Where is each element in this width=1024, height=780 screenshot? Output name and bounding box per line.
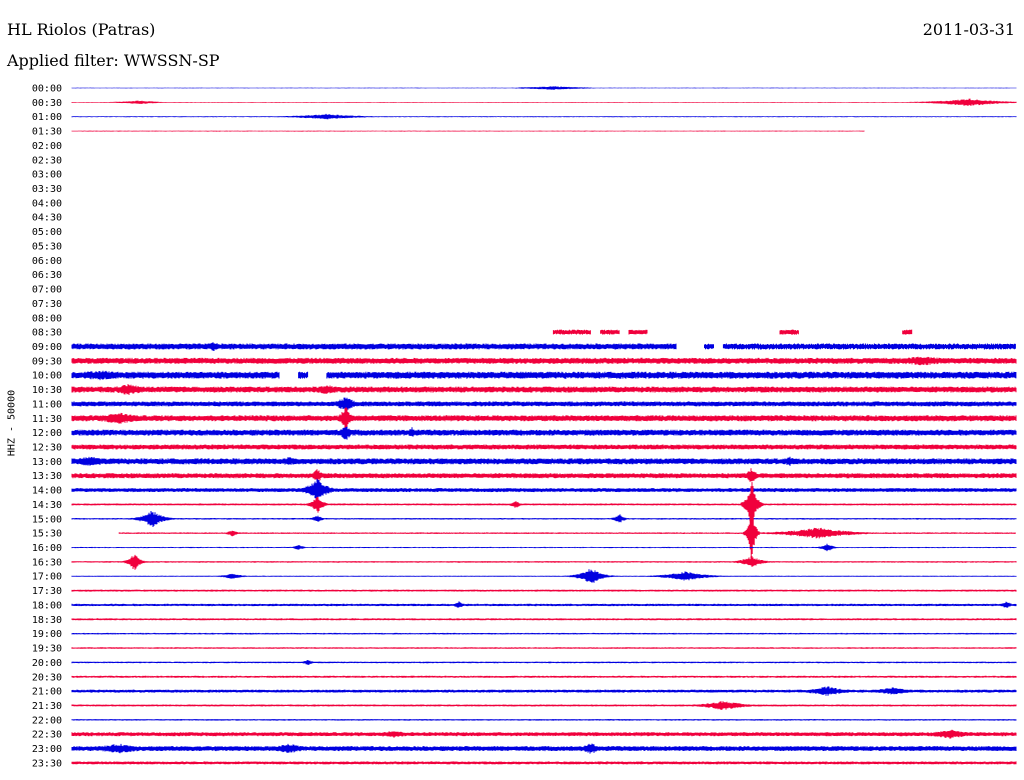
date-label: 2011-03-31 — [922, 20, 1015, 39]
trace-row-17 — [779, 329, 790, 335]
trace-row-35 — [71, 589, 1017, 592]
trace-row-33 — [71, 554, 1017, 570]
trace-row-40 — [71, 660, 1017, 665]
trace-row-3 — [71, 130, 865, 132]
trace-row-20 — [298, 371, 309, 379]
trace-row-23 — [71, 407, 1017, 430]
row-time-label: 06:30 — [32, 270, 62, 281]
row-time-label: 17:00 — [32, 572, 62, 583]
row-time-label: 12:00 — [32, 428, 62, 439]
trace-row-17 — [600, 329, 611, 335]
row-time-label: 16:30 — [32, 557, 62, 568]
row-time-label: 09:00 — [32, 342, 62, 353]
row-time-label: 14:30 — [32, 500, 62, 511]
row-time-label: 00:30 — [32, 98, 62, 109]
trace-row-24 — [71, 426, 1017, 440]
row-time-label: 05:00 — [32, 227, 62, 238]
trace-row-17 — [788, 329, 799, 335]
trace-row-36 — [71, 601, 1017, 608]
row-time-label: 20:30 — [32, 672, 62, 683]
row-time-label: 16:00 — [32, 543, 62, 554]
trace-row-0 — [71, 86, 1017, 90]
trace-row-17 — [552, 329, 591, 335]
row-time-label: 22:30 — [32, 730, 62, 741]
trace-row-38 — [71, 632, 1017, 635]
row-time-label: 10:00 — [32, 371, 62, 382]
trace-row-46 — [71, 743, 1017, 754]
row-time-label: 08:00 — [32, 313, 62, 324]
row-time-label: 00:00 — [32, 84, 62, 95]
trace-row-39 — [71, 647, 1017, 649]
trace-row-43 — [71, 701, 1017, 710]
trace-row-37 — [71, 618, 1017, 621]
row-time-label: 21:30 — [32, 701, 62, 712]
trace-row-29 — [71, 482, 1017, 526]
row-time-label: 14:00 — [32, 486, 62, 497]
row-time-label: 13:30 — [32, 471, 62, 482]
trace-row-20 — [71, 370, 280, 381]
trace-row-41 — [71, 675, 1017, 678]
row-time-label: 18:30 — [32, 615, 62, 626]
row-time-label: 21:00 — [32, 687, 62, 698]
row-time-label: 19:00 — [32, 629, 62, 640]
row-time-label: 15:30 — [32, 529, 62, 540]
trace-row-18 — [71, 342, 677, 351]
trace-row-26 — [71, 456, 1017, 466]
row-time-label: 22:00 — [32, 715, 62, 726]
trace-row-42 — [71, 686, 1017, 696]
trace-row-45 — [71, 729, 1017, 739]
row-time-label: 02:30 — [32, 155, 62, 166]
row-time-label: 20:00 — [32, 658, 62, 669]
trace-row-17 — [902, 329, 913, 335]
row-time-label: 15:00 — [32, 514, 62, 525]
trace-row-20 — [326, 371, 1017, 379]
trace-row-19 — [71, 356, 1017, 366]
row-time-label: 07:00 — [32, 285, 62, 296]
trace-row-18 — [722, 343, 1016, 350]
row-time-label: 02:00 — [32, 141, 62, 152]
station-title: HL Riolos (Patras) — [7, 20, 156, 39]
trace-row-30 — [71, 511, 1017, 527]
trace-row-2 — [71, 113, 1017, 120]
trace-row-31 — [118, 510, 1016, 557]
trace-row-17 — [628, 329, 648, 335]
trace-row-22 — [71, 397, 1017, 412]
row-time-label: 17:30 — [32, 586, 62, 597]
row-time-label: 08:30 — [32, 328, 62, 339]
row-time-label: 23:30 — [32, 758, 62, 769]
trace-row-21 — [71, 384, 1017, 395]
row-time-label: 12:30 — [32, 443, 62, 454]
row-time-label: 01:30 — [32, 127, 62, 138]
row-time-label: 03:00 — [32, 170, 62, 181]
trace-row-44 — [71, 719, 1017, 721]
row-time-label: 18:00 — [32, 600, 62, 611]
row-time-label: 03:30 — [32, 184, 62, 195]
filter-label: Applied filter: WWSSN-SP — [7, 51, 220, 70]
row-time-label: 04:30 — [32, 213, 62, 224]
row-time-label: 07:30 — [32, 299, 62, 310]
row-time-label: 04:00 — [32, 198, 62, 209]
row-time-label: 05:30 — [32, 241, 62, 252]
row-time-label: 11:30 — [32, 414, 62, 425]
row-time-label: 06:00 — [32, 256, 62, 267]
row-time-label: 23:00 — [32, 744, 62, 755]
row-time-label: 13:00 — [32, 457, 62, 468]
trace-row-17 — [609, 329, 620, 335]
trace-row-27 — [71, 468, 1017, 482]
trace-row-1 — [71, 98, 1017, 106]
row-time-label: 19:30 — [32, 644, 62, 655]
trace-row-18 — [704, 343, 714, 350]
row-time-label: 09:30 — [32, 356, 62, 367]
trace-row-47 — [71, 761, 1017, 765]
trace-row-25 — [71, 444, 1017, 450]
row-time-label: 01:00 — [32, 112, 62, 123]
trace-row-28 — [71, 478, 1017, 501]
trace-row-34 — [71, 569, 1017, 583]
row-time-label: 11:00 — [32, 399, 62, 410]
row-time-label: 10:30 — [32, 385, 62, 396]
trace-row-32 — [71, 543, 1017, 552]
